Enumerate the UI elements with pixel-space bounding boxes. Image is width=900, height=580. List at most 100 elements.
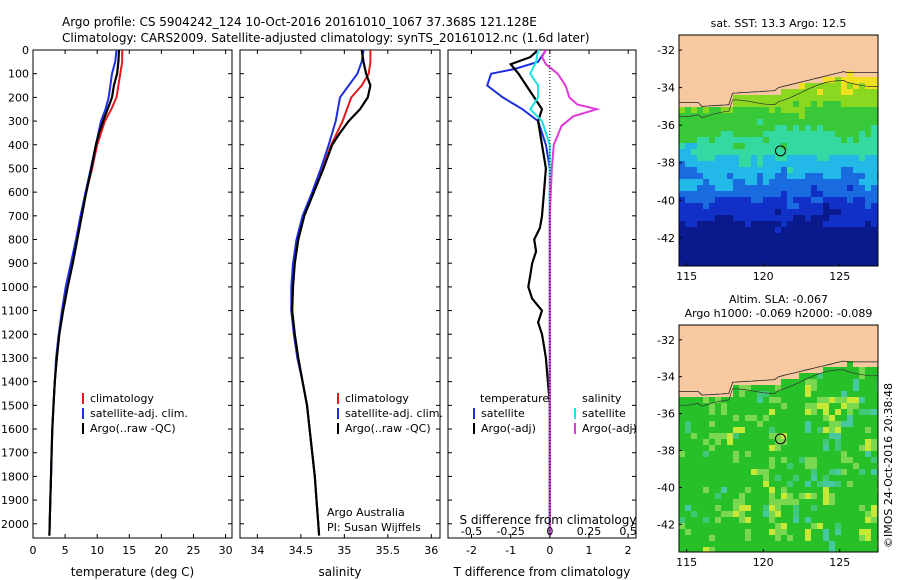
heatmap-cell — [679, 499, 685, 505]
heatmap-cell — [697, 373, 703, 379]
heatmap-cell — [805, 421, 811, 427]
heatmap-cell — [697, 505, 703, 511]
heatmap-cell — [799, 95, 805, 101]
heatmap-cell — [847, 95, 853, 101]
heatmap-cell — [763, 361, 769, 367]
heatmap-cell — [721, 367, 727, 373]
heatmap-cell — [853, 239, 859, 245]
heatmap-cell — [823, 95, 829, 101]
heatmap-cell — [805, 113, 811, 119]
heatmap-cell — [679, 155, 685, 161]
map-x-tick-label: 125 — [829, 556, 850, 569]
heatmap-cell — [763, 77, 769, 83]
heatmap-cell — [853, 469, 859, 475]
heatmap-cell — [865, 535, 871, 541]
heatmap-cell — [745, 493, 751, 499]
heatmap-cell — [841, 511, 847, 517]
heatmap-cell — [829, 197, 835, 203]
map-title: Altim. SLA: -0.067 — [729, 293, 828, 306]
heatmap-cell — [781, 547, 787, 552]
heatmap-cell — [733, 263, 739, 266]
heatmap-cell — [853, 125, 859, 131]
legend-label: Argo(..raw -QC) — [345, 422, 431, 435]
heatmap-cell — [691, 403, 697, 409]
heatmap-cell — [841, 385, 847, 391]
heatmap-cell — [853, 475, 859, 481]
heatmap-cell — [733, 511, 739, 517]
heatmap-cell — [709, 215, 715, 221]
heatmap-cell — [685, 155, 691, 161]
heatmap-cell — [703, 385, 709, 391]
heatmap-cell — [751, 245, 757, 251]
x-axis-label-top: S difference from climatology — [460, 513, 637, 527]
heatmap-cell — [763, 481, 769, 487]
heatmap-cell — [817, 233, 823, 239]
heatmap-cell — [811, 209, 817, 215]
heatmap-cell — [823, 409, 829, 415]
heatmap-cell — [865, 149, 871, 155]
heatmap-cell — [829, 161, 835, 167]
heatmap-cell — [775, 445, 781, 451]
heatmap-cell — [751, 511, 757, 517]
heatmap-cell — [781, 137, 787, 143]
heatmap-cell — [715, 167, 721, 173]
heatmap-cell — [829, 505, 835, 511]
heatmap-cell — [811, 397, 817, 403]
heatmap-cell — [715, 445, 721, 451]
heatmap-cell — [805, 397, 811, 403]
heatmap-cell — [697, 397, 703, 403]
plot-frame — [32, 49, 233, 539]
heatmap-cell — [835, 221, 841, 227]
heatmap-cell — [769, 331, 775, 337]
heatmap-cell — [865, 355, 871, 361]
heatmap-cell — [691, 349, 697, 355]
heatmap-cell — [775, 355, 781, 361]
heatmap-cell — [835, 215, 841, 221]
heatmap-cell — [709, 149, 715, 155]
heatmap-cell — [769, 355, 775, 361]
heatmap-cell — [829, 113, 835, 119]
heatmap-cell — [865, 185, 871, 191]
heatmap-cell — [811, 415, 817, 421]
heatmap-cell — [757, 433, 763, 439]
heatmap-cell — [757, 65, 763, 71]
heatmap-cell — [841, 185, 847, 191]
heatmap-cell — [805, 493, 811, 499]
heatmap-cell — [727, 427, 733, 433]
heatmap-cell — [787, 185, 793, 191]
heatmap-cell — [829, 101, 835, 107]
heatmap-cell — [757, 53, 763, 59]
heatmap-cell — [685, 541, 691, 547]
heatmap-cell — [853, 263, 859, 266]
heatmap-cell — [691, 161, 697, 167]
heatmap-cell — [715, 185, 721, 191]
heatmap-cell — [703, 257, 709, 263]
heatmap-cell — [799, 547, 805, 552]
y-tick-label: 1300 — [1, 352, 29, 365]
heatmap-cell — [751, 493, 757, 499]
heatmap-cell — [805, 433, 811, 439]
heatmap-cell — [853, 547, 859, 552]
heatmap-cell — [817, 113, 823, 119]
heatmap-cell — [835, 257, 841, 263]
heatmap-cell — [829, 349, 835, 355]
heatmap-cell — [841, 463, 847, 469]
heatmap-cell — [805, 445, 811, 451]
heatmap-cell — [769, 511, 775, 517]
heatmap-cell — [679, 427, 685, 433]
heatmap-cell — [679, 131, 685, 137]
heatmap-cell — [835, 101, 841, 107]
heatmap-cell — [841, 59, 847, 65]
heatmap-cell — [799, 155, 805, 161]
heatmap-cell — [859, 457, 865, 463]
heatmap-cell — [823, 77, 829, 83]
heatmap-cell — [811, 113, 817, 119]
heatmap-cell — [685, 191, 691, 197]
heatmap-cell — [757, 257, 763, 263]
heatmap-cell — [763, 155, 769, 161]
heatmap-cell — [859, 415, 865, 421]
heatmap-cell — [763, 457, 769, 463]
heatmap-cell — [829, 131, 835, 137]
heatmap-cell — [691, 89, 697, 95]
heatmap-cell — [727, 191, 733, 197]
